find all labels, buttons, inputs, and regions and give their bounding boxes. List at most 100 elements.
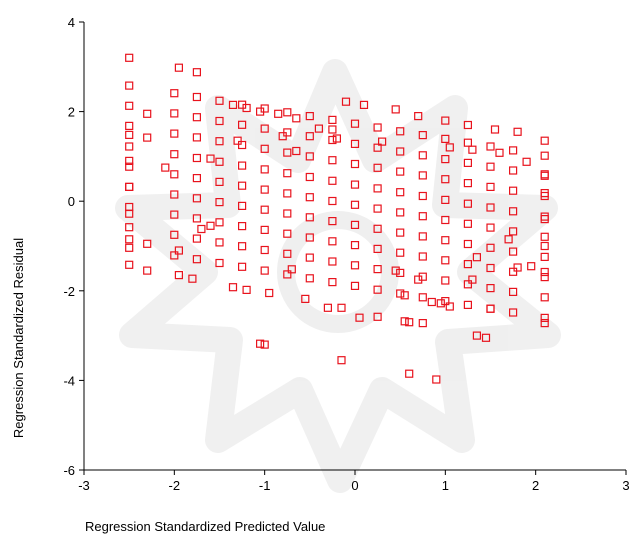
data-point: [350, 281, 360, 290]
data-point: [463, 179, 472, 188]
data-point: [238, 161, 247, 170]
data-point: [441, 256, 450, 265]
data-point: [192, 174, 201, 183]
data-point: [287, 265, 296, 274]
data-point: [509, 308, 518, 317]
data-point: [396, 268, 405, 277]
data-point: [206, 221, 215, 230]
data-point: [463, 158, 472, 167]
data-point: [305, 152, 314, 161]
data-point: [540, 252, 549, 261]
data-point: [441, 236, 450, 245]
data-point: [192, 194, 201, 203]
x-tick-label: -3: [78, 478, 90, 493]
data-point: [143, 133, 152, 142]
data-point: [405, 369, 414, 378]
data-point: [350, 119, 360, 128]
data-point: [305, 172, 314, 182]
data-point: [125, 162, 134, 171]
data-point: [540, 136, 549, 145]
data-point: [238, 201, 247, 210]
data-point: [350, 139, 360, 148]
data-point: [391, 105, 400, 114]
data-point: [396, 147, 405, 156]
data-point: [256, 107, 265, 116]
y-tick-label: 4: [68, 15, 75, 30]
data-point: [418, 191, 427, 201]
data-point: [486, 263, 495, 273]
data-point: [192, 68, 201, 77]
y-tick-label: 0: [68, 194, 75, 209]
data-point: [509, 287, 518, 296]
data-point: [418, 293, 427, 302]
data-point: [463, 219, 472, 228]
data-point: [373, 312, 382, 321]
data-point: [170, 129, 179, 138]
data-point: [305, 193, 314, 202]
data-point: [188, 274, 197, 283]
data-point: [215, 137, 224, 146]
data-point: [233, 136, 242, 145]
data-point: [328, 217, 337, 226]
x-tick-label: 1: [442, 478, 449, 493]
data-point: [170, 150, 179, 159]
data-point: [540, 215, 549, 224]
data-point: [350, 200, 360, 209]
data-point: [283, 108, 292, 117]
x-tick-label: -1: [259, 478, 271, 493]
x-tick-label: 2: [532, 478, 539, 493]
data-point: [328, 125, 337, 134]
data-point: [125, 156, 134, 165]
data-point: [314, 124, 323, 133]
data-point: [373, 224, 382, 233]
data-point: [125, 235, 134, 244]
data-point: [305, 253, 314, 262]
data-point: [463, 280, 472, 289]
data-point: [283, 249, 292, 258]
data-point: [472, 253, 481, 262]
data-point: [283, 169, 292, 178]
data-point: [441, 116, 450, 125]
data-point: [350, 180, 360, 189]
y-tick-label: -4: [63, 373, 75, 388]
data-point: [373, 244, 382, 253]
data-point: [283, 229, 292, 238]
data-point: [174, 246, 183, 255]
data-point: [405, 318, 414, 327]
data-point: [463, 120, 472, 130]
data-point: [125, 81, 134, 90]
data-point: [350, 261, 360, 270]
x-axis-title: Regression Standardized Predicted Value: [85, 519, 325, 534]
data-point: [513, 263, 522, 272]
data-point: [215, 116, 224, 126]
data-point: [238, 262, 247, 271]
data-point: [260, 124, 269, 133]
data-point: [328, 156, 337, 165]
data-point: [418, 131, 427, 140]
data-point: [463, 300, 472, 309]
data-point: [540, 267, 549, 277]
data-point: [242, 103, 251, 113]
data-point: [436, 299, 445, 308]
x-tick-label: 3: [622, 478, 629, 493]
data-point: [540, 189, 549, 198]
data-point: [350, 241, 360, 250]
data-point: [170, 190, 179, 199]
data-point: [215, 198, 224, 207]
data-point: [513, 127, 522, 136]
data-point: [373, 184, 382, 193]
data-point: [143, 239, 152, 248]
data-point: [463, 260, 472, 269]
data-point: [441, 155, 450, 164]
data-point: [495, 148, 504, 157]
data-point: [305, 233, 314, 242]
data-point: [283, 209, 292, 218]
data-point: [337, 303, 346, 312]
data-point: [486, 203, 495, 212]
data-point: [337, 356, 346, 365]
data-point: [283, 189, 292, 198]
x-tick-label: 0: [351, 478, 358, 493]
data-point: [125, 182, 134, 191]
data-point: [125, 243, 134, 252]
data-point: [328, 176, 337, 185]
